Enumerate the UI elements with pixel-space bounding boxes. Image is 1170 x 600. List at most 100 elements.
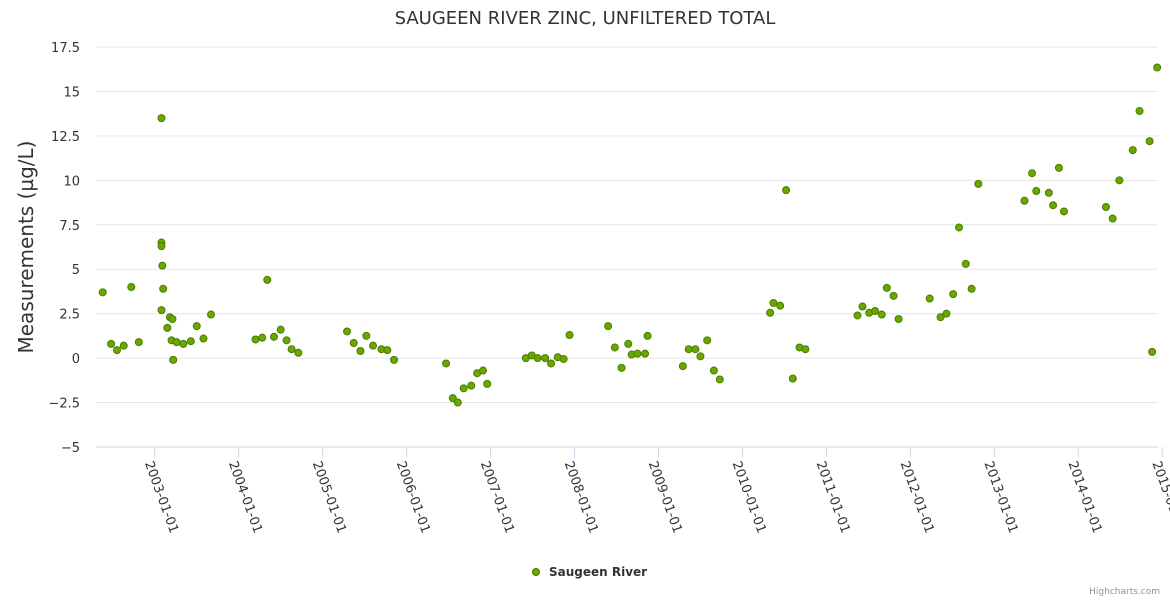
data-point[interactable] <box>858 302 867 311</box>
data-point[interactable] <box>871 307 880 315</box>
data-point[interactable] <box>961 259 970 268</box>
data-point[interactable] <box>1148 347 1157 356</box>
legend-marker-icon[interactable] <box>532 568 540 576</box>
data-point[interactable] <box>633 349 642 358</box>
data-point[interactable] <box>186 337 195 346</box>
data-point[interactable] <box>565 331 574 339</box>
data-point[interactable] <box>442 359 451 368</box>
data-point[interactable] <box>479 366 488 375</box>
data-point[interactable] <box>1128 146 1137 155</box>
data-point[interactable] <box>1135 107 1144 115</box>
data-point[interactable] <box>192 322 201 331</box>
data-point[interactable] <box>107 339 116 348</box>
data-point[interactable] <box>1049 201 1058 210</box>
data-point[interactable] <box>207 310 216 319</box>
data-point[interactable] <box>251 335 260 344</box>
data-point[interactable] <box>691 345 700 354</box>
data-point[interactable] <box>163 323 172 332</box>
data-point[interactable] <box>559 355 568 363</box>
data-point[interactable] <box>172 338 181 347</box>
data-point[interactable] <box>604 322 613 331</box>
data-point[interactable] <box>533 354 542 363</box>
data-point[interactable] <box>643 331 652 340</box>
data-point[interactable] <box>1059 207 1068 216</box>
data-point[interactable] <box>169 355 178 364</box>
data-point[interactable] <box>889 291 898 300</box>
data-point[interactable] <box>362 331 371 340</box>
data-point[interactable] <box>157 114 166 123</box>
data-point[interactable] <box>383 346 392 355</box>
data-point[interactable] <box>448 394 457 403</box>
data-point[interactable] <box>199 334 208 343</box>
data-point[interactable] <box>925 294 934 303</box>
data-point[interactable] <box>853 311 862 320</box>
data-point[interactable] <box>168 315 177 323</box>
data-point[interactable] <box>788 374 797 383</box>
data-point[interactable] <box>894 315 903 323</box>
data-point[interactable] <box>1028 169 1037 178</box>
data-point[interactable] <box>1145 137 1154 146</box>
data-point[interactable] <box>624 339 633 348</box>
data-point[interactable] <box>955 223 964 232</box>
data-point[interactable] <box>617 363 626 372</box>
data-point[interactable] <box>269 332 278 341</box>
data-point[interactable] <box>877 310 886 319</box>
data-point[interactable] <box>282 336 291 345</box>
data-point[interactable] <box>356 347 365 355</box>
data-point[interactable] <box>119 341 128 350</box>
data-point[interactable] <box>936 313 945 322</box>
data-point[interactable] <box>127 283 136 291</box>
data-point[interactable] <box>276 325 285 334</box>
data-point[interactable] <box>801 345 810 354</box>
data-point[interactable] <box>287 345 296 354</box>
data-point[interactable] <box>158 261 167 270</box>
data-point[interactable] <box>263 275 272 284</box>
data-point[interactable] <box>258 333 267 342</box>
data-point[interactable] <box>294 348 303 357</box>
data-point[interactable] <box>1108 214 1117 223</box>
data-point[interactable] <box>882 283 891 292</box>
data-point[interactable] <box>343 327 352 336</box>
legend-item-saugeen-river[interactable]: Saugeen River <box>549 565 647 579</box>
data-point[interactable] <box>942 309 951 318</box>
data-point[interactable] <box>547 359 556 368</box>
data-point[interactable] <box>967 284 976 293</box>
credits-link[interactable]: Highcharts.com <box>1089 587 1160 597</box>
data-point[interactable] <box>766 308 775 317</box>
data-point[interactable] <box>1044 188 1053 197</box>
data-point[interactable] <box>782 186 791 195</box>
data-point[interactable] <box>696 352 705 361</box>
data-point[interactable] <box>974 179 983 188</box>
data-point[interactable] <box>1032 187 1041 195</box>
legend[interactable]: Saugeen River <box>532 565 648 579</box>
data-point[interactable] <box>98 288 107 297</box>
data-point[interactable] <box>1101 203 1110 211</box>
data-point[interactable] <box>349 339 358 347</box>
data-point[interactable] <box>390 355 399 364</box>
data-point[interactable] <box>949 290 958 299</box>
data-point[interactable] <box>776 301 785 310</box>
data-point[interactable] <box>703 336 712 345</box>
data-point[interactable] <box>179 339 188 348</box>
data-point[interactable] <box>541 354 550 363</box>
data-point[interactable] <box>684 345 693 354</box>
data-point[interactable] <box>1020 196 1029 205</box>
data-point[interactable] <box>453 398 462 407</box>
series-saugeen-river[interactable] <box>98 63 1162 407</box>
data-point[interactable] <box>610 343 619 352</box>
data-point[interactable] <box>157 242 166 251</box>
data-point[interactable] <box>483 379 492 388</box>
data-point[interactable] <box>709 366 718 375</box>
data-point[interactable] <box>1115 176 1124 185</box>
data-point[interactable] <box>769 299 778 307</box>
data-point[interactable] <box>159 284 168 293</box>
data-point[interactable] <box>459 384 468 393</box>
data-point[interactable] <box>467 381 476 390</box>
data-point[interactable] <box>369 341 378 350</box>
data-point[interactable] <box>134 338 143 347</box>
data-point[interactable] <box>112 346 121 355</box>
data-point[interactable] <box>678 362 687 371</box>
data-point[interactable] <box>715 375 724 384</box>
data-point[interactable] <box>1153 63 1162 72</box>
data-point[interactable] <box>157 306 166 315</box>
